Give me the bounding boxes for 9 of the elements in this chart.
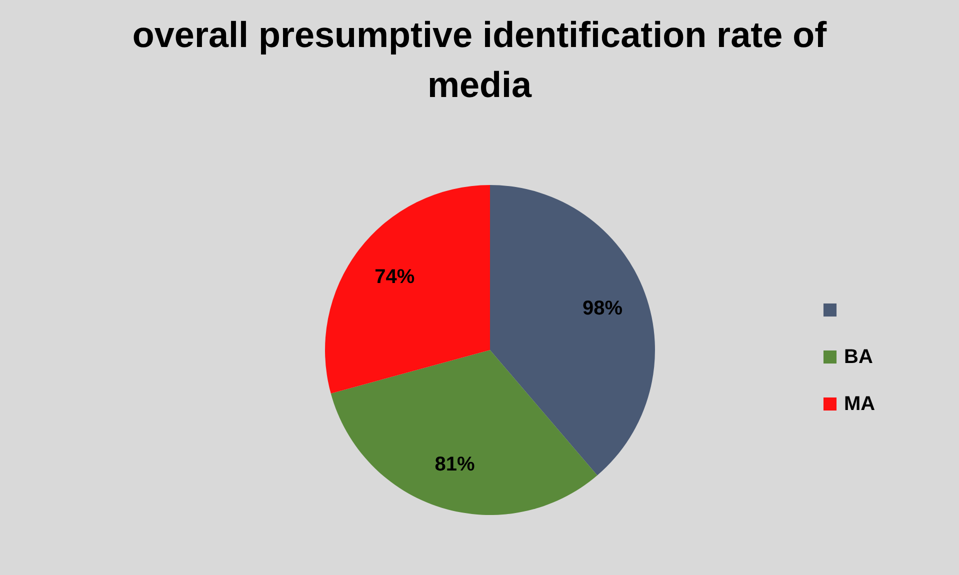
data-label: 81% bbox=[434, 454, 475, 476]
chart-title: overall presumptive identification rate of media bbox=[132, 14, 828, 105]
legend-label: BA bbox=[844, 346, 873, 368]
pie-slice bbox=[330, 350, 598, 515]
data-label: 98% bbox=[582, 297, 623, 320]
pie-slice bbox=[325, 185, 490, 394]
legend-label: MA bbox=[844, 393, 876, 415]
pie-slice bbox=[490, 185, 655, 476]
data-label: 74% bbox=[374, 266, 415, 288]
